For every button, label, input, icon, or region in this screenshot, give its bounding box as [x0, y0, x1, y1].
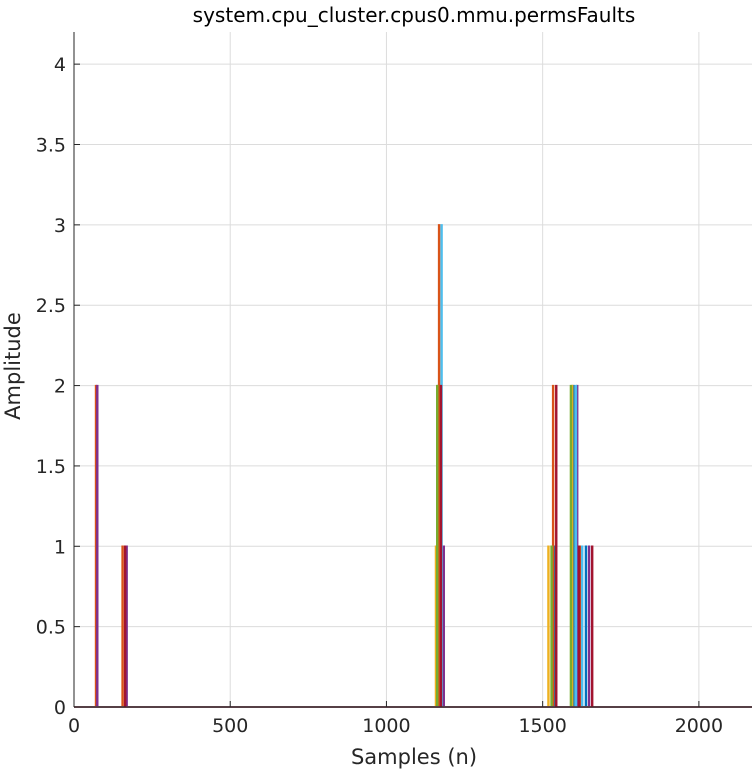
series-line-7 [74, 384, 752, 708]
x-tick-label: 0 [68, 715, 80, 737]
x-tick-label: 500 [212, 715, 248, 737]
series-group [74, 224, 752, 708]
y-tick-label: 2.5 [36, 295, 66, 317]
grid [73, 32, 752, 708]
y-tick-label: 0.5 [36, 617, 66, 639]
y-tick-label: 2 [54, 376, 66, 398]
y-tick-label: 1.5 [36, 456, 66, 478]
x-tick-label: 1000 [362, 715, 410, 737]
series-line-6 [74, 224, 752, 708]
series-line-3 [74, 384, 752, 708]
series-line-4 [74, 384, 752, 708]
y-tick-label: 0 [54, 697, 66, 719]
series-line-5 [74, 384, 752, 708]
tick-labels: 0 500 1000 1500 2000 0 0.5 1 1.5 2 2.5 3 3.5 4 [36, 54, 723, 737]
y-tick-label: 3.5 [36, 135, 66, 157]
x-tick-label: 1500 [518, 715, 566, 737]
x-tick-label: 2000 [675, 715, 723, 737]
y-tick-label: 3 [54, 215, 66, 237]
axes [73, 32, 752, 708]
chart-title: system.cpu_cluster.cpus0.mmu.permsFaults [193, 3, 636, 27]
x-axis-label: Samples (n) [351, 745, 477, 769]
y-tick-label: 1 [54, 536, 66, 558]
y-tick-label: 4 [54, 54, 66, 76]
y-axis-label: Amplitude [1, 312, 25, 420]
